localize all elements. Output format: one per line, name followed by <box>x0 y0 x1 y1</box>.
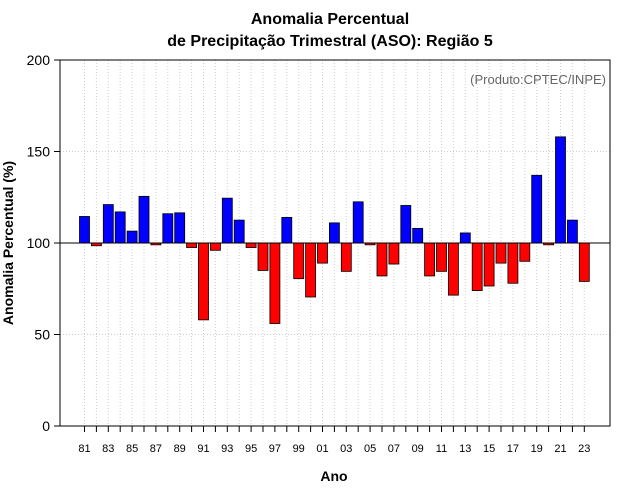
x-tick-label: 07 <box>388 443 400 455</box>
y-tick-label: 50 <box>34 327 50 343</box>
bar-15 <box>483 242 495 287</box>
y-axis-label: Anomalia Percentual (%) <box>0 161 16 325</box>
bar-89 <box>174 212 186 244</box>
x-tick-label: 09 <box>412 443 424 455</box>
bar-18 <box>519 242 531 262</box>
bar-04 <box>352 201 364 244</box>
x-tick-label: 87 <box>150 443 162 455</box>
y-axis: 0 50 100 150 200 <box>27 52 60 434</box>
x-tick-label: 83 <box>102 443 114 455</box>
bar-96 <box>257 242 269 271</box>
bar-95 <box>245 242 257 248</box>
y-tick-label: 150 <box>27 144 51 160</box>
y-tick-label: 100 <box>27 235 51 251</box>
bar-01 <box>317 242 328 264</box>
bar-19 <box>531 174 543 244</box>
bar-00 <box>305 242 317 298</box>
bar-03 <box>340 242 352 272</box>
x-tick-label: 19 <box>531 443 543 455</box>
x-tick-label: 13 <box>459 443 471 455</box>
bar-92 <box>209 242 221 251</box>
bar-97 <box>269 242 281 324</box>
bar-85 <box>126 230 138 244</box>
chart-title-line-1: Anomalia Percentual <box>251 11 409 28</box>
bar-12 <box>447 242 459 296</box>
bar-10 <box>424 242 436 277</box>
bar-02 <box>328 222 340 244</box>
chart-title-line-2: de Precipitação Trimestral (ASO): Região… <box>167 33 493 50</box>
y-tick-label: 0 <box>42 418 50 434</box>
bar-22 <box>567 219 578 244</box>
x-tick-label: 11 <box>436 443 447 455</box>
bar-84 <box>114 211 126 244</box>
bars <box>79 136 590 324</box>
bar-99 <box>293 242 305 280</box>
bar-06 <box>376 242 388 277</box>
bar-14 <box>471 242 483 291</box>
x-tick-label: 03 <box>340 443 352 455</box>
bar-17 <box>507 242 519 284</box>
bar-93 <box>221 197 233 244</box>
x-tick-label: 23 <box>578 443 590 455</box>
x-tick-label: 95 <box>245 443 257 455</box>
x-tick-label: 15 <box>483 443 495 455</box>
bar-23 <box>578 242 590 282</box>
x-axis: 81 83 85 87 89 91 93 95 97 99 01 03 05 07 09 11 13 15 17 19… <box>78 426 590 455</box>
bar-13 <box>459 232 471 244</box>
bar-90 <box>186 242 198 248</box>
bar-09 <box>412 227 424 244</box>
bar-11 <box>436 242 447 272</box>
bar-81 <box>79 216 90 244</box>
bar-91 <box>198 242 209 321</box>
x-tick-label: 85 <box>126 443 138 455</box>
x-tick-label: 81 <box>78 443 90 455</box>
x-tick-label: 89 <box>174 443 186 455</box>
bar-86 <box>138 195 150 244</box>
bar-83 <box>102 204 114 244</box>
x-tick-label: 05 <box>364 443 376 455</box>
x-axis-label: Ano <box>320 468 347 484</box>
bar-16 <box>495 242 507 264</box>
bar-98 <box>281 216 293 244</box>
x-tick-label: 93 <box>221 443 233 455</box>
x-tick-label: 97 <box>269 443 281 455</box>
bar-07 <box>388 242 400 265</box>
y-tick-label: 200 <box>27 52 51 68</box>
x-tick-label: 01 <box>316 443 328 455</box>
bar-21 <box>555 136 566 244</box>
x-tick-label: 99 <box>293 443 305 455</box>
source-annotation: (Produto:CPTEC/INPE) <box>470 72 606 87</box>
x-tick-label: 17 <box>507 443 519 455</box>
bar-88 <box>162 213 174 244</box>
bar-08 <box>400 205 412 244</box>
x-tick-label: 91 <box>197 443 209 455</box>
x-tick-label: 21 <box>554 443 566 455</box>
bar-94 <box>233 219 245 244</box>
